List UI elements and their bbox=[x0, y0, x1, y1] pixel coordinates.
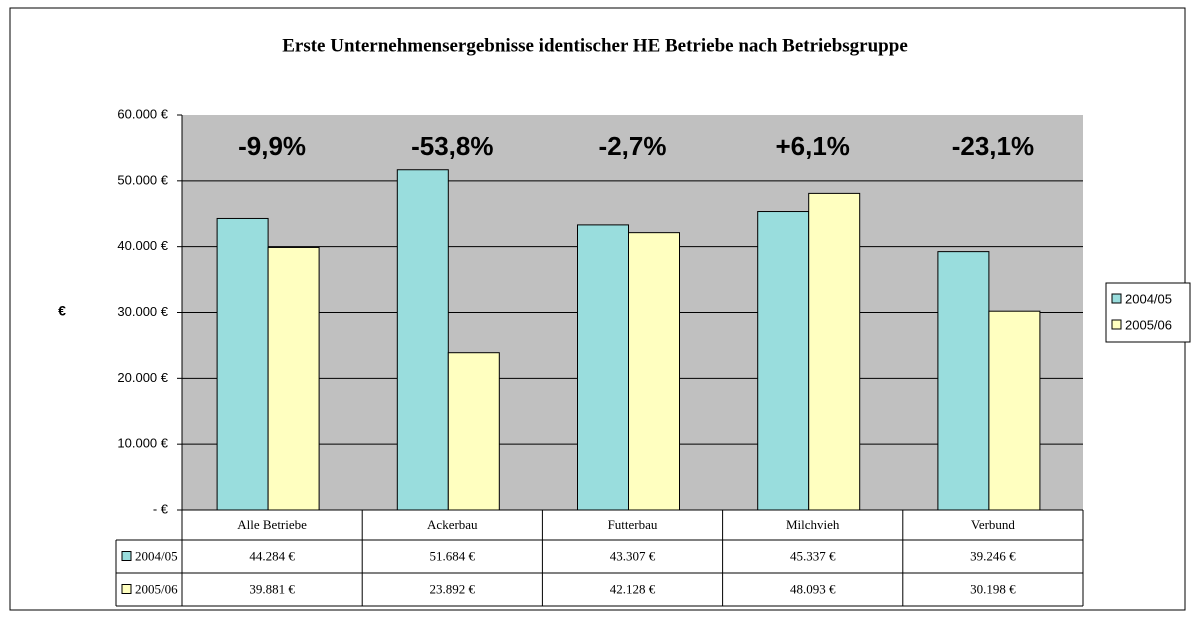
y-tick-label: - € bbox=[153, 501, 169, 516]
bar bbox=[628, 232, 680, 511]
bar bbox=[937, 251, 990, 511]
legend-swatch bbox=[1111, 293, 1122, 304]
x-tick-label: Ackerbau bbox=[427, 517, 478, 532]
legend-box bbox=[1105, 282, 1191, 343]
annotation: -53,8% bbox=[411, 131, 493, 161]
table-value: 39.246 € bbox=[970, 548, 1016, 563]
x-tick-label: Alle Betriebe bbox=[237, 517, 307, 532]
table-value: 39.881 € bbox=[249, 581, 295, 596]
x-tick-label: Verbund bbox=[971, 517, 1016, 532]
x-tick-label: Milchvieh bbox=[786, 517, 840, 532]
annotation: +6,1% bbox=[775, 131, 849, 161]
bar bbox=[447, 352, 500, 511]
table-value: 51.684 € bbox=[430, 548, 476, 563]
bar bbox=[216, 217, 269, 511]
table-value: 44.284 € bbox=[249, 548, 295, 563]
bar bbox=[757, 211, 810, 511]
y-tick-label: 10.000 € bbox=[117, 436, 168, 451]
y-tick-label: 50.000 € bbox=[117, 172, 168, 187]
bar bbox=[988, 310, 1041, 511]
legend-label: 2005/06 bbox=[1125, 317, 1172, 332]
annotation: -23,1% bbox=[952, 131, 1034, 161]
annotation: -2,7% bbox=[599, 131, 667, 161]
legend-swatch bbox=[121, 551, 132, 561]
y-tick-label: 20.000 € bbox=[117, 370, 168, 385]
legend-swatch bbox=[121, 584, 132, 594]
bar bbox=[577, 224, 629, 511]
y-tick-label: 40.000 € bbox=[117, 238, 168, 253]
table-value: 30.198 € bbox=[970, 581, 1016, 596]
table-value: 23.892 € bbox=[430, 581, 476, 596]
y-tick-label: 60.000 € bbox=[117, 106, 168, 121]
legend-label: 2004/05 bbox=[1125, 291, 1172, 306]
table-value: 42.128 € bbox=[610, 581, 656, 596]
y-tick-label: 30.000 € bbox=[117, 304, 168, 319]
bar bbox=[396, 169, 449, 511]
chart-title: Erste Unternehmensergebnisse identischer… bbox=[282, 35, 908, 56]
table-value: 43.307 € bbox=[610, 548, 656, 563]
legend-swatch bbox=[1111, 319, 1122, 330]
annotation: -9,9% bbox=[238, 131, 306, 161]
table-value: 48.093 € bbox=[790, 581, 836, 596]
legend-label: 2004/05 bbox=[135, 548, 178, 563]
x-tick-label: Futterbau bbox=[608, 517, 658, 532]
table-value: 45.337 € bbox=[790, 548, 836, 563]
legend-label: 2005/06 bbox=[135, 581, 178, 596]
y-axis-label: € bbox=[58, 303, 66, 319]
bar bbox=[808, 192, 861, 511]
bar bbox=[267, 246, 320, 511]
